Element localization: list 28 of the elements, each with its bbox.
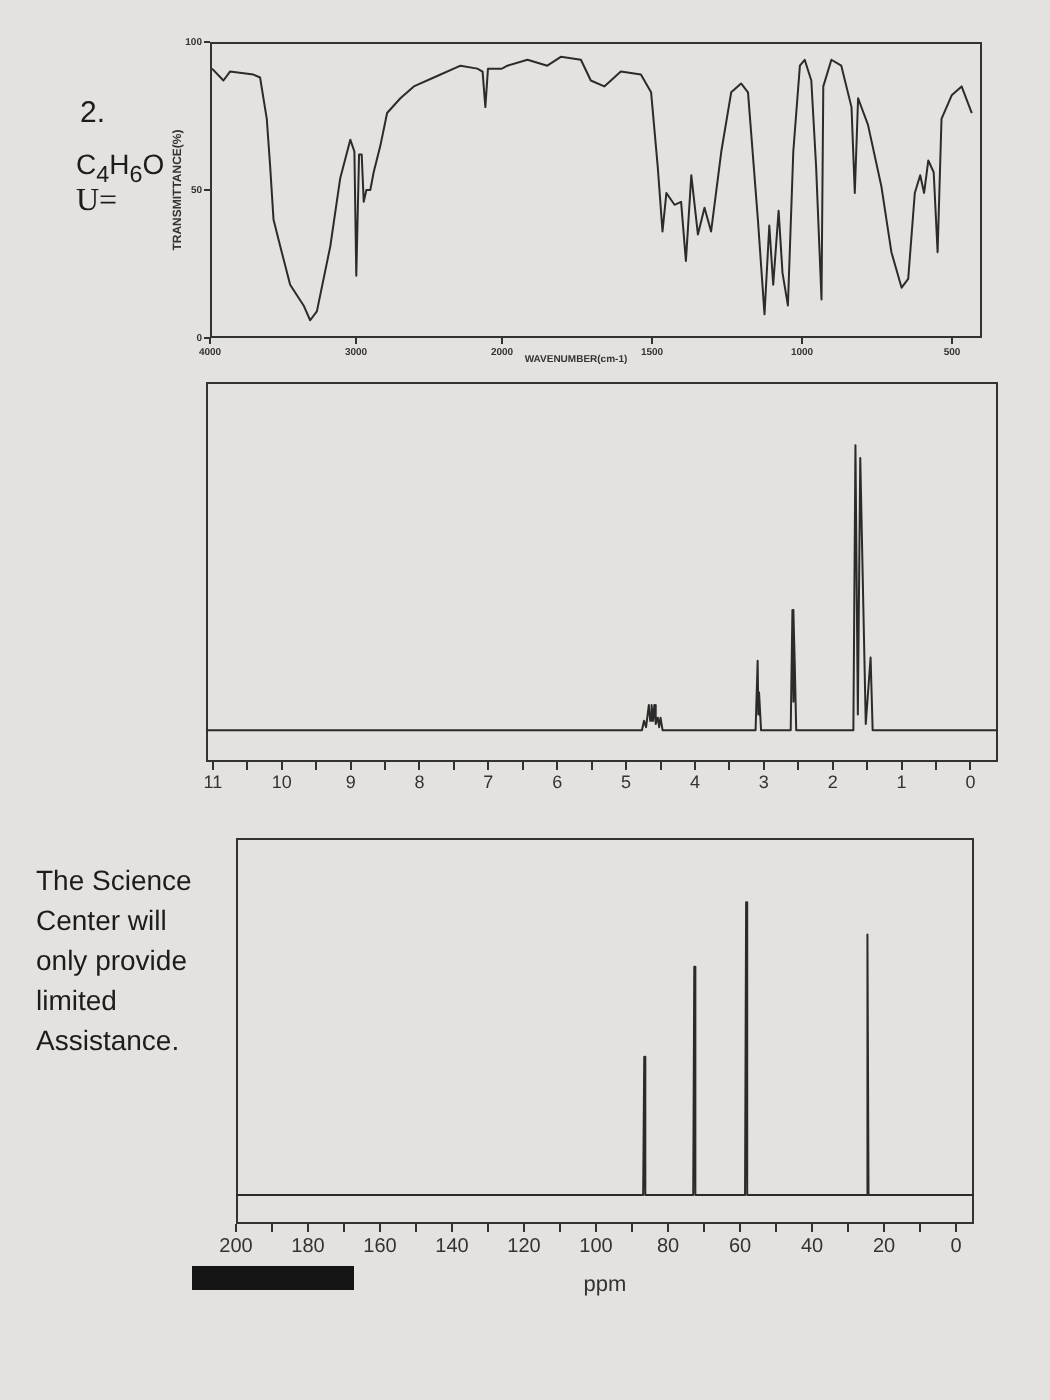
x-tick-label: 7	[483, 771, 494, 792]
x-tick-label: 8	[414, 771, 425, 792]
text: 2.	[80, 96, 106, 130]
text: The Science Center will only provide limited Assistance.	[36, 862, 194, 1060]
x-tick-label: 40	[800, 1235, 824, 1258]
text: C$_{4}$H$_{6}$O	[76, 148, 165, 188]
x-tick-label: 180	[291, 1235, 326, 1258]
x-tick-label: 9	[345, 771, 356, 792]
x-tick-label: 5	[621, 771, 632, 792]
x-tick-label: 160	[363, 1235, 398, 1258]
x-tick-label: 120	[507, 1235, 542, 1258]
x-tick-label: 100	[579, 1235, 614, 1258]
x-tick-label: 2	[827, 771, 838, 792]
x-tick-label: 20	[872, 1235, 896, 1258]
x-tick-label: 10	[271, 771, 292, 792]
x-tick-label: 140	[435, 1235, 470, 1258]
x-tick-label: 60	[728, 1235, 752, 1258]
x-tick-label: 3	[758, 771, 769, 792]
x-tick-label: 6	[552, 771, 563, 792]
x-tick-label: 4	[689, 771, 700, 792]
x-tick-label: 200	[219, 1235, 254, 1258]
x-axis-title: ppm	[583, 1272, 627, 1297]
x-tick-label: 0	[950, 1235, 963, 1258]
x-tick-label: 1	[896, 771, 907, 792]
x-tick-label: 80	[656, 1235, 680, 1258]
x-tick-label: 11	[203, 771, 223, 792]
text: U=	[76, 184, 118, 220]
x-tick-label: 0	[965, 771, 976, 792]
